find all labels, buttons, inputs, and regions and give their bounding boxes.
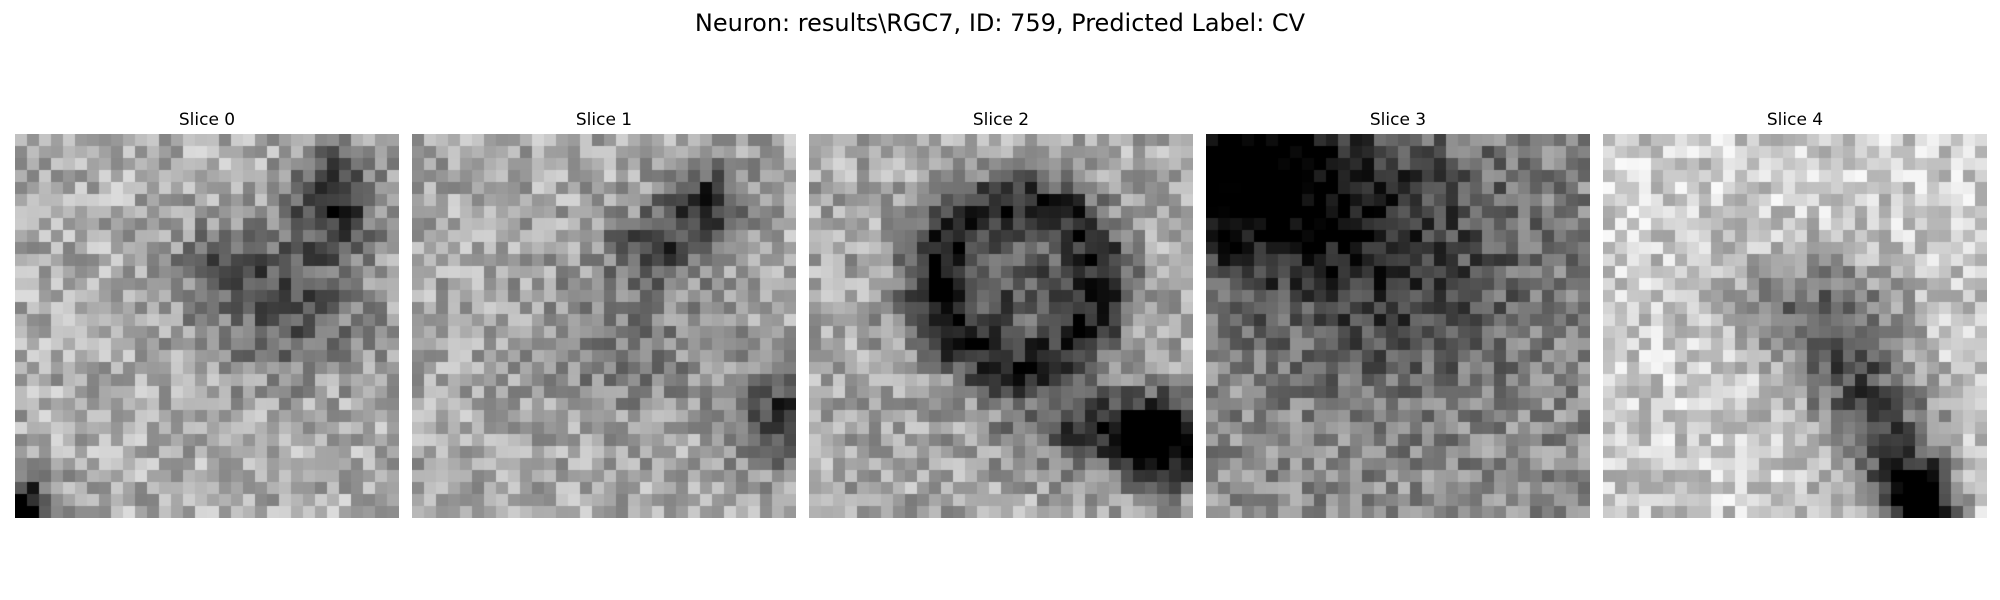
slice-image bbox=[15, 134, 399, 518]
slice-title: Slice 2 bbox=[972, 110, 1030, 130]
slice-title: Slice 4 bbox=[1766, 110, 1824, 130]
slice-title: Slice 0 bbox=[178, 110, 236, 130]
slice-image bbox=[412, 134, 796, 518]
figure-title: Neuron: results\RGC7, ID: 759, Predicted… bbox=[694, 9, 1306, 37]
slice-panel-2: Slice 2 bbox=[809, 108, 1193, 518]
slice-panel-1: Slice 1 bbox=[412, 108, 796, 518]
slice-panel-4: Slice 4 bbox=[1603, 108, 1987, 518]
slice-image bbox=[1603, 134, 1987, 518]
slice-image bbox=[1206, 134, 1590, 518]
slice-title: Slice 1 bbox=[575, 110, 633, 130]
slice-title: Slice 3 bbox=[1369, 110, 1427, 130]
slice-image bbox=[809, 134, 1193, 518]
slice-panel-0: Slice 0 bbox=[15, 108, 399, 518]
slice-panel-3: Slice 3 bbox=[1206, 108, 1590, 518]
